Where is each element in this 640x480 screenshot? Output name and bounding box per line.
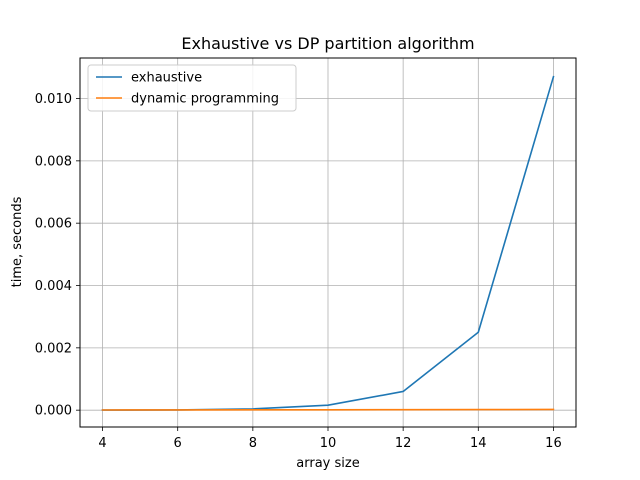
x-tick-label: 14 (470, 436, 487, 451)
legend-box (87, 64, 297, 112)
legend-label: exhaustive (131, 71, 202, 86)
y-axis: 0.000 0.002 0.004 0.006 0.008 0.010 (35, 92, 80, 419)
y-tick-label: 0.008 (35, 154, 72, 169)
legend-label: dynamic programming (131, 92, 279, 107)
x-tick-label: 10 (320, 436, 337, 451)
y-tick-label: 0.006 (35, 217, 72, 232)
plot-lines (101, 75, 555, 411)
x-tick-label: 6 (174, 436, 182, 451)
chart-title: Exhaustive vs DP partition algorithm (181, 34, 474, 53)
y-tick-label: 0.000 (35, 404, 72, 419)
x-axis: 4 6 8 10 12 14 16 (98, 427, 562, 451)
x-tick-label: 8 (249, 436, 257, 451)
y-tick-label: 0.002 (35, 341, 72, 356)
x-tick-label: 16 (545, 436, 562, 451)
x-axis-label: array size (296, 456, 359, 471)
x-tick-label: 12 (395, 436, 412, 451)
y-tick-label: 0.010 (35, 92, 72, 107)
x-tick-label: 4 (98, 436, 106, 451)
series-line-dynamic-programming (101, 408, 555, 411)
y-tick-label: 0.004 (35, 279, 72, 294)
y-axis-label: time, seconds (10, 196, 25, 287)
legend: exhaustive dynamic programming (87, 64, 297, 112)
